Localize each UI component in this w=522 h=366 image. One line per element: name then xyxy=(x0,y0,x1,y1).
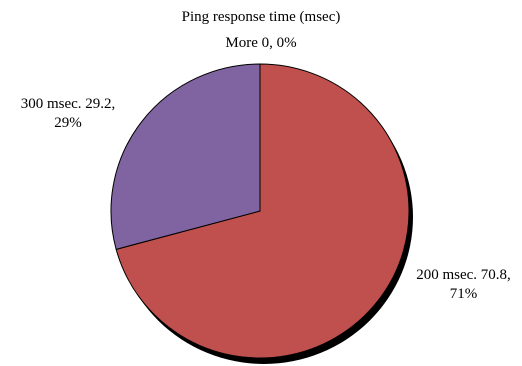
slice-label-300-percent: 29% xyxy=(54,115,82,131)
slice-label-200-percent: 71% xyxy=(449,286,478,302)
slice-label-300-line1: 300 msec. 29.2, xyxy=(20,96,116,112)
chart-title: Ping response time (msec) xyxy=(181,9,341,25)
slice-label-200: 200 msec. 70.8, 71% xyxy=(405,266,522,304)
slice-label-more: More 0, 0% xyxy=(225,35,297,51)
slice-200-msec xyxy=(115,63,410,359)
slice-label-300: 300 msec. 29.2, 29% xyxy=(6,95,130,133)
slice-300-msec xyxy=(110,63,261,250)
slice-label-200-line1: 200 msec. 70.8, xyxy=(416,267,511,283)
